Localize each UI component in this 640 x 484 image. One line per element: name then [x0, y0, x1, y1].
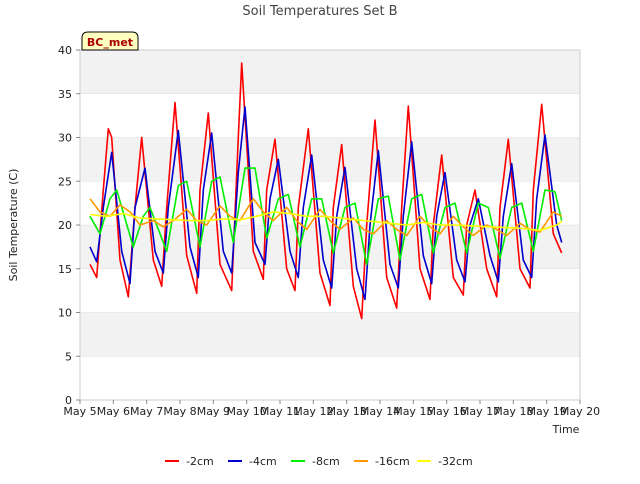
- x-tick-label: May 19: [527, 405, 567, 418]
- x-tick-label: May 13: [327, 405, 367, 418]
- legend-label: -2cm: [186, 455, 214, 468]
- grid-band: [80, 312, 580, 357]
- legend-label: -32cm: [438, 455, 473, 468]
- x-tick-label: May 9: [197, 405, 230, 418]
- y-axis-label: Soil Temperature (C): [7, 169, 20, 282]
- x-tick-label: May 10: [227, 405, 267, 418]
- x-tick-label: May 17: [460, 405, 500, 418]
- y-tick-label: 25: [58, 175, 72, 188]
- x-tick-label: May 7: [130, 405, 163, 418]
- x-tick-label: May 11: [260, 405, 300, 418]
- grid-band: [80, 356, 580, 400]
- grid-band: [80, 93, 580, 138]
- y-tick-label: 5: [65, 350, 72, 363]
- y-tick-label: 30: [58, 132, 72, 145]
- badge-label: BC_met: [87, 36, 133, 49]
- x-tick-label: May 5: [63, 405, 96, 418]
- x-axis-label: Time: [552, 423, 580, 436]
- x-tick-label: May 14: [360, 405, 400, 418]
- grid-band: [80, 137, 580, 182]
- y-tick-label: 20: [58, 219, 72, 232]
- x-tick-label: May 6: [97, 405, 130, 418]
- series-line-neg8cm: [89, 167, 563, 266]
- y-tick-label: 10: [58, 307, 72, 320]
- badge-box: [81, 31, 139, 51]
- x-tick-label: May 8: [163, 405, 196, 418]
- x-tick-label: May 15: [393, 405, 433, 418]
- chart-title: Soil Temperatures Set B: [242, 4, 397, 19]
- y-axis-ticks: 0 5 10 15 20 25 30 35 40: [58, 44, 80, 407]
- series-line-neg2cm: [89, 62, 563, 320]
- y-tick-label: 15: [58, 263, 72, 276]
- x-tick-label: May 20: [560, 405, 600, 418]
- y-tick-label: 0: [65, 394, 72, 407]
- series-line-neg32cm: [89, 211, 563, 232]
- x-tick-label: May 18: [493, 405, 533, 418]
- legend-label: -16cm: [375, 455, 410, 468]
- x-tick-label: May 16: [427, 405, 467, 418]
- x-tick-label: May 12: [293, 405, 333, 418]
- y-tick-label: 40: [58, 44, 72, 57]
- station-badge: BC_met: [81, 31, 139, 51]
- grid-band: [80, 50, 580, 94]
- grid-bands: [80, 49, 580, 401]
- y-tick-label: 35: [58, 88, 72, 101]
- series-layer: [89, 62, 563, 320]
- legend-label: -8cm: [312, 455, 340, 468]
- legend-label: -4cm: [249, 455, 277, 468]
- legend: -2cm -4cm -8cm -16cm -32cm: [165, 455, 473, 468]
